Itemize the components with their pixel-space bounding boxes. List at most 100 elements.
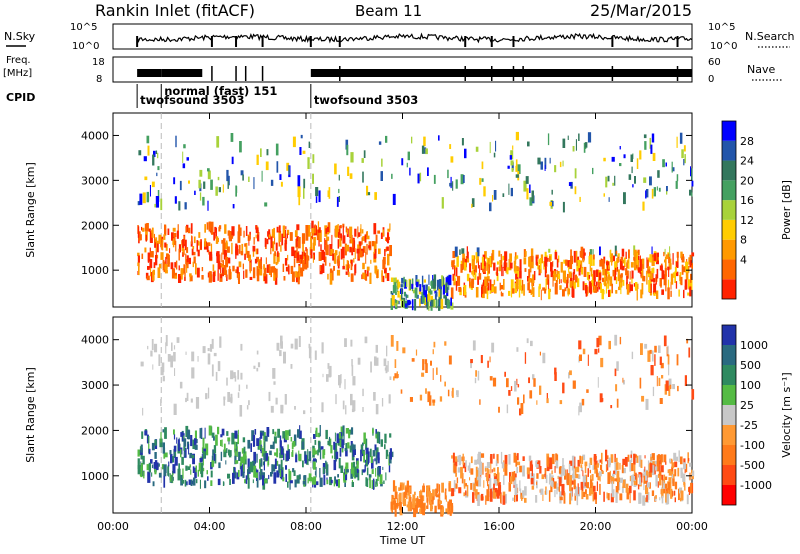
scatter-cell — [516, 267, 520, 271]
scatter-cell — [650, 456, 652, 461]
scatter-cell — [265, 161, 269, 171]
scatter-cell — [572, 146, 575, 152]
scatter-cell — [147, 266, 150, 270]
scatter-cell — [656, 268, 659, 279]
scatter-cell — [252, 245, 256, 252]
scatter-cell — [493, 489, 496, 499]
scatter-cell — [215, 227, 217, 239]
scatter-cell — [375, 429, 377, 438]
scatter-cell — [368, 245, 371, 249]
scatter-cell — [370, 456, 373, 463]
scatter-cell — [661, 495, 664, 504]
scatter-cell — [305, 255, 309, 261]
scatter-cell — [673, 273, 676, 278]
scatter-cell — [680, 490, 684, 501]
scatter-cell — [615, 462, 619, 470]
scatter-cell — [579, 402, 582, 413]
scatter-cell — [246, 250, 250, 258]
scatter-cell — [188, 257, 191, 265]
scatter-cell — [529, 266, 531, 272]
scatter-cell — [595, 281, 598, 286]
scatter-cell — [424, 359, 428, 365]
scatter-cell — [220, 274, 223, 279]
scatter-cell — [447, 389, 450, 397]
scatter-cell — [235, 460, 239, 464]
scatter-cell — [662, 480, 664, 493]
scatter-cell — [345, 405, 347, 415]
scatter-cell — [337, 474, 339, 478]
scatter-cell — [630, 262, 634, 268]
scatter-cell — [334, 432, 336, 442]
scatter-cell — [649, 292, 652, 296]
scatter-cell — [559, 161, 562, 168]
scatter-cell — [425, 148, 428, 155]
scatter-cell — [668, 378, 672, 389]
scatter-cell — [637, 484, 640, 490]
scatter-cell — [675, 180, 678, 189]
scatter-cell — [596, 463, 599, 468]
scatter-cell — [339, 225, 341, 236]
scatter-cell — [261, 170, 263, 182]
scatter-cell — [486, 468, 489, 475]
scatter-cell — [665, 162, 667, 167]
scatter-cell — [539, 258, 542, 270]
scatter-cell — [530, 248, 534, 259]
scatter-cell — [571, 462, 574, 471]
scatter-cell — [519, 270, 522, 279]
scatter-cell — [545, 486, 547, 495]
scatter-cell — [346, 244, 350, 252]
scatter-cell — [610, 253, 613, 263]
scatter-cell — [618, 286, 620, 291]
scatter-cell — [619, 259, 623, 270]
scatter-cell — [529, 390, 533, 399]
scatter-cell — [612, 473, 615, 478]
colorbar-tick: 12 — [740, 214, 754, 227]
scatter-cell — [671, 167, 675, 172]
scatter-cell — [673, 452, 677, 461]
scatter-cell — [467, 465, 470, 471]
scatter-cell — [601, 258, 605, 270]
scatter-cell — [592, 167, 594, 175]
scatter-cell — [594, 460, 598, 465]
scatter-cell — [615, 276, 618, 284]
scatter-cell — [390, 277, 394, 282]
scatter-cell — [349, 445, 352, 453]
scatter-cell — [383, 480, 385, 484]
scatter-cell — [684, 467, 686, 474]
scatter-cell — [226, 169, 229, 182]
scatter-cell — [634, 176, 636, 184]
scatter-cell — [220, 439, 222, 447]
scatter-cell — [231, 235, 234, 239]
scatter-cell — [580, 464, 583, 468]
scatter-cell — [296, 243, 298, 251]
scatter-cell — [354, 228, 357, 237]
scatter-cell — [572, 289, 575, 297]
scatter-cell — [158, 234, 162, 244]
scatter-cell — [578, 133, 580, 141]
scatter-cell — [492, 377, 497, 387]
scatter-cell — [489, 256, 492, 267]
scatter-cell — [196, 267, 200, 278]
scatter-cell — [223, 449, 227, 458]
freq-tick-top: 18 — [92, 57, 105, 68]
scatter-cell — [399, 506, 403, 516]
scatter-cell — [651, 268, 655, 273]
scatter-cell — [448, 481, 452, 492]
scatter-cell — [687, 279, 691, 289]
scatter-cell — [501, 462, 505, 469]
scatter-cell — [345, 428, 349, 434]
scatter-cell — [276, 226, 279, 233]
scatter-cell — [213, 445, 217, 454]
colorbar-tick: -500 — [740, 459, 765, 472]
scatter-cell — [514, 380, 517, 392]
scatter-cell — [587, 132, 592, 143]
scatter-cell — [272, 441, 275, 450]
scatter-cell — [667, 345, 669, 355]
scatter-cell — [281, 233, 284, 246]
scatter-cell — [403, 276, 405, 288]
scatter-cell — [655, 475, 658, 487]
scatter-cell — [463, 492, 465, 497]
scatter-cell — [147, 471, 151, 483]
scatter-cell — [492, 195, 494, 202]
scatter-cell — [347, 442, 350, 449]
